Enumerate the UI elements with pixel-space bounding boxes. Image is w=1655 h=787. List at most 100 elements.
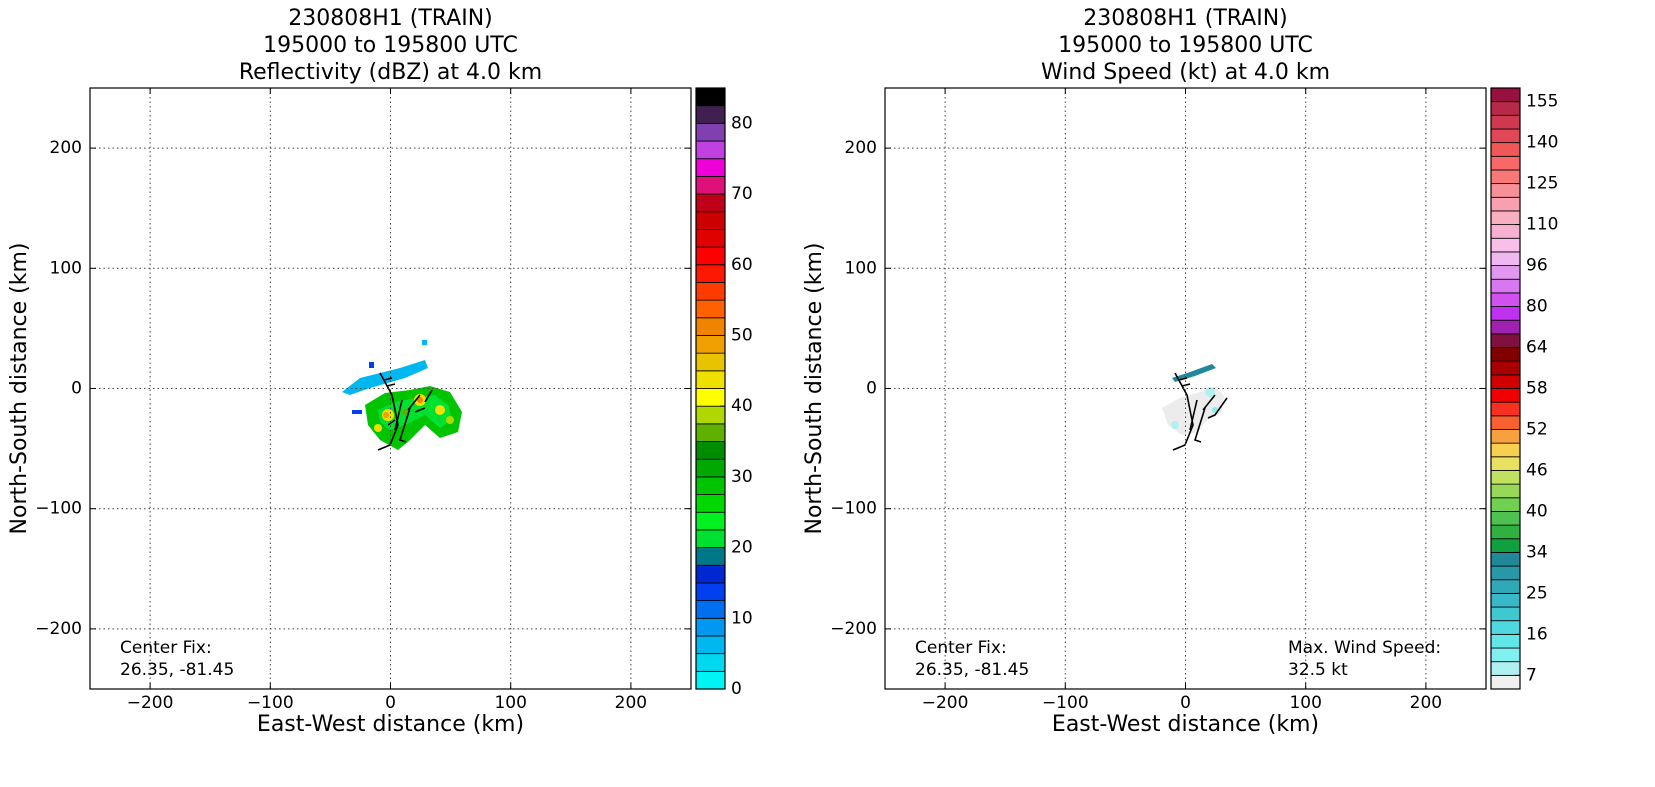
- colorbar-cell: [695, 211, 726, 230]
- colorbar-cell: [1490, 237, 1521, 253]
- colorbar-cell: [1490, 633, 1521, 649]
- colorbar-cell: [1490, 429, 1521, 444]
- x-tick-label: 0: [1180, 693, 1191, 713]
- chart-title: 230808H1 (TRAIN): [288, 6, 493, 31]
- y-tick-label: 0: [71, 379, 82, 399]
- colorbar-cell: [1490, 565, 1521, 581]
- colorbar-tick-label: 40: [1526, 501, 1548, 521]
- plot-frame: [884, 87, 1487, 690]
- colorbar-cell: [1490, 483, 1521, 499]
- colorbar-cell: [695, 547, 726, 566]
- colorbar-tick-label: 110: [1526, 215, 1558, 235]
- colorbar-cell: [695, 388, 726, 407]
- x-tick-label: −100: [1042, 693, 1089, 713]
- colorbar-cell: [1490, 456, 1521, 471]
- colorbar-cell: [695, 670, 726, 690]
- colorbar-cell: [1490, 114, 1521, 130]
- colorbar-cell: [695, 441, 726, 460]
- colorbar-cell: [695, 105, 726, 124]
- colorbar-tick-label: 16: [1526, 624, 1548, 644]
- colorbar-cell: [695, 122, 726, 142]
- colorbar-cell: [695, 511, 726, 531]
- colorbar-cell: [695, 370, 726, 389]
- colorbar-cell: [1490, 415, 1521, 430]
- colorbar-tick-label: 80: [731, 113, 753, 133]
- x-tick-label: 200: [615, 693, 647, 713]
- colorbar-tick-label: 30: [731, 467, 753, 487]
- x-axis-label: East-West distance (km): [257, 712, 524, 737]
- x-tick-label: −200: [922, 693, 969, 713]
- colorbar-cell: [1490, 306, 1521, 321]
- colorbar-tick-label: 125: [1526, 174, 1558, 194]
- colorbar-cell: [1490, 552, 1521, 567]
- colorbar-cell: [1490, 579, 1521, 594]
- x-tick-label: 100: [494, 693, 526, 713]
- plot-frame: [89, 87, 692, 690]
- colorbar-cell: [1490, 333, 1521, 348]
- colorbar-tick-label: 60: [731, 255, 753, 275]
- y-tick-label: −200: [35, 619, 82, 639]
- colorbar-cell: [1490, 661, 1521, 676]
- colorbar-tick-label: 7: [1526, 665, 1537, 685]
- chart-title: 195000 to 195800 UTC: [1058, 33, 1313, 58]
- annotation: Center Fix:: [915, 638, 1007, 658]
- colorbar-cell: [1490, 374, 1521, 389]
- annotation: 26.35, -81.45: [915, 660, 1029, 680]
- colorbar-cell: [695, 317, 726, 336]
- colorbar-cell: [695, 458, 726, 478]
- colorbar-cell: [695, 158, 726, 177]
- colorbar-cell: [1490, 606, 1521, 622]
- echo-field: [1162, 364, 1224, 435]
- colorbar-cell: [1490, 196, 1521, 212]
- colorbar-tick-label: 10: [731, 608, 753, 628]
- x-tick-label: −200: [127, 693, 174, 713]
- colorbar-cell: [1490, 278, 1521, 294]
- colorbar-cell: [1490, 592, 1521, 608]
- colorbar-tick-label: 58: [1526, 379, 1548, 399]
- colorbar-cell: [695, 617, 726, 637]
- colorbar-cell: [1490, 360, 1521, 376]
- colorbar-cell: [695, 405, 726, 425]
- colorbar-cell: [1490, 265, 1521, 280]
- y-tick-label: −200: [830, 619, 877, 639]
- colorbar-cell: [695, 476, 726, 495]
- x-tick-label: 100: [1289, 693, 1321, 713]
- colorbar-cell: [1490, 224, 1521, 239]
- colorbar-cell: [1490, 511, 1521, 526]
- colorbar-tick-label: 64: [1526, 338, 1548, 358]
- x-axis-label: East-West distance (km): [1052, 712, 1319, 737]
- colorbar-tick-label: 40: [731, 396, 753, 416]
- colorbar-tick-label: 52: [1526, 419, 1548, 439]
- colorbar-cell: [1490, 251, 1521, 266]
- colorbar-cell: [1490, 388, 1521, 403]
- colorbar-cell: [695, 140, 726, 160]
- colorbar-cell: [695, 494, 726, 513]
- chart-title: 195000 to 195800 UTC: [263, 33, 518, 58]
- colorbar-cell: [695, 229, 726, 248]
- colorbar-tick-label: 140: [1526, 133, 1558, 153]
- y-axis-label: North-South distance (km): [7, 243, 32, 535]
- y-tick-label: 0: [866, 379, 877, 399]
- colorbar-tick-label: 25: [1526, 583, 1548, 603]
- colorbar-tick-label: 50: [731, 325, 753, 345]
- colorbar-cell: [695, 264, 726, 283]
- colorbar-cell: [1490, 620, 1521, 635]
- colorbar-cell: [1490, 210, 1521, 225]
- colorbar-cell: [1490, 183, 1521, 198]
- y-tick-label: −100: [35, 499, 82, 519]
- colorbar-cell: [695, 564, 726, 584]
- annotation: Center Fix:: [120, 638, 212, 658]
- colorbar-tick-label: 96: [1526, 256, 1548, 276]
- colorbar-cell: [1490, 142, 1521, 157]
- colorbar-tick-label: 155: [1526, 92, 1558, 112]
- colorbar-cell: [1490, 674, 1521, 690]
- colorbar-cell: [1490, 169, 1521, 185]
- colorbar-cell: [1490, 347, 1521, 362]
- y-axis-label: North-South distance (km): [802, 243, 827, 535]
- colorbar-cell: [695, 193, 726, 213]
- y-tick-label: 200: [845, 138, 877, 158]
- y-tick-label: 100: [50, 258, 82, 278]
- annotation: Max. Wind Speed:: [1288, 638, 1441, 658]
